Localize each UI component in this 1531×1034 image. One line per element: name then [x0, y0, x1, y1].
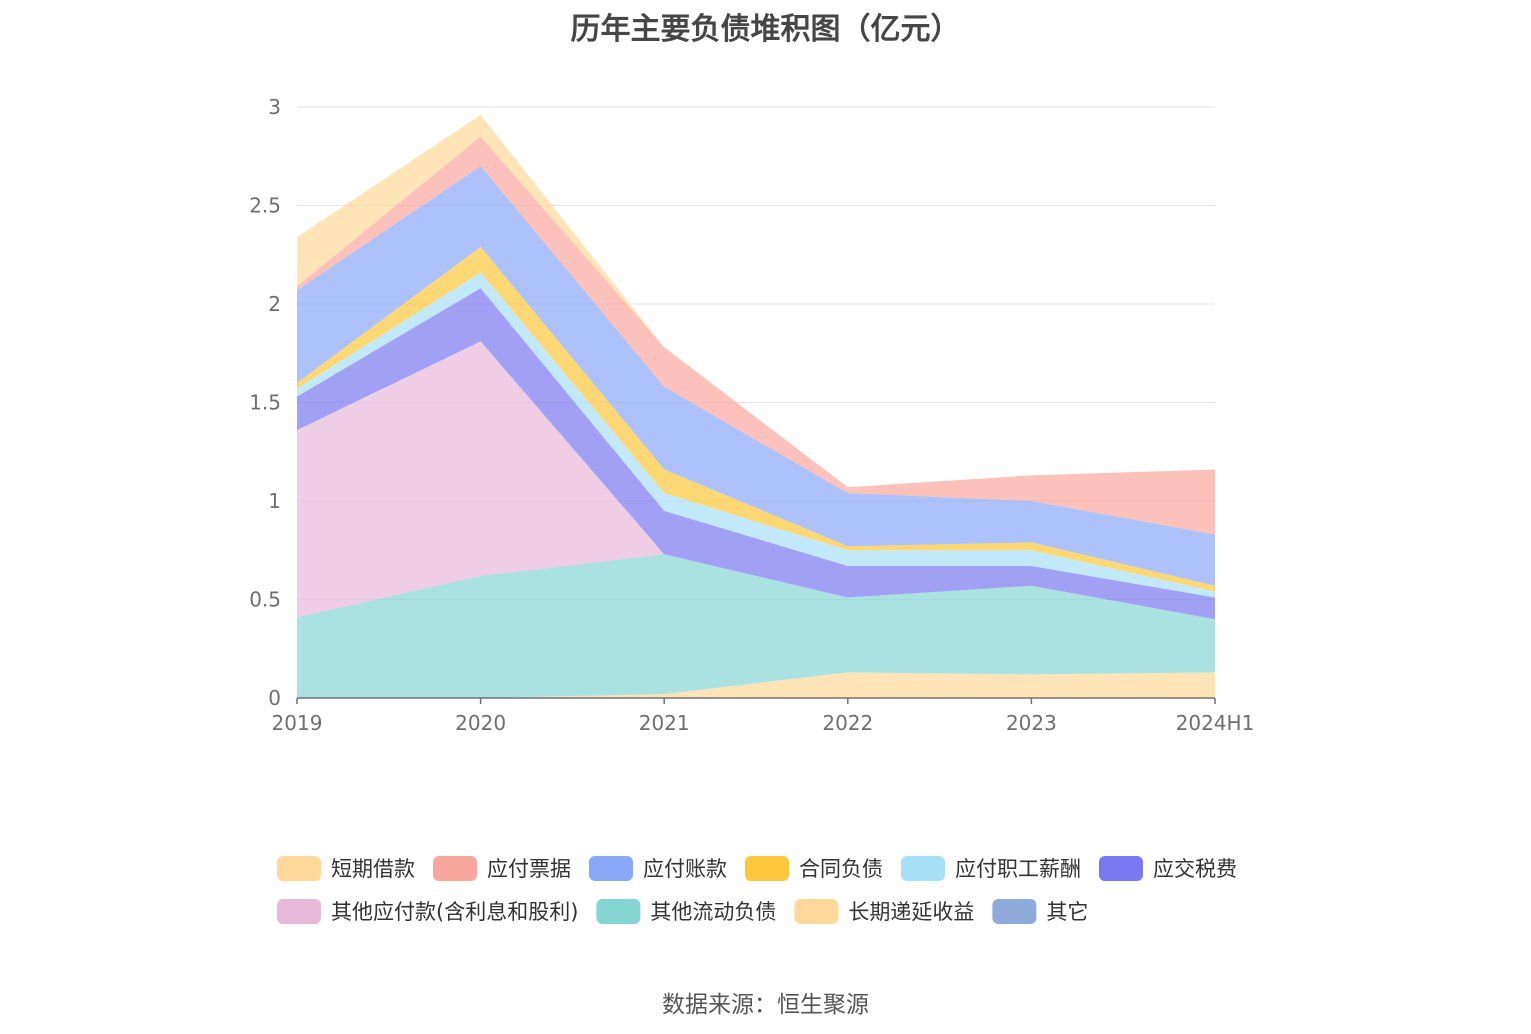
legend-item[interactable]: 短期借款: [277, 856, 415, 881]
x-tick-label: 2023: [1006, 711, 1057, 735]
legend-label: 应付票据: [487, 857, 571, 881]
legend-item[interactable]: 应付职工薪酬: [901, 856, 1081, 881]
x-tick-label: 2020: [455, 711, 506, 735]
legend-swatch: [277, 856, 321, 881]
legend-swatch: [794, 899, 839, 924]
area-应付职工薪酬[interactable]: [297, 272, 1215, 598]
legend-item[interactable]: 其他流动负债: [596, 899, 776, 924]
area-应交税费[interactable]: [297, 288, 1215, 620]
source-note: 数据来源：恒生聚源: [662, 992, 869, 1018]
legend-label: 应付职工薪酬: [955, 857, 1081, 881]
y-tick-label: 2.5: [249, 194, 281, 218]
y-tick-label: 3: [268, 95, 281, 119]
y-tick-label: 1: [268, 489, 281, 513]
x-tick-label: 2019: [272, 711, 323, 735]
legend-swatch: [433, 856, 477, 881]
legend-item[interactable]: 长期递延收益: [794, 899, 974, 924]
legend-item[interactable]: 应交税费: [1099, 856, 1237, 881]
y-tick-label: 1.5: [249, 391, 281, 415]
legend-label: 其它: [1046, 900, 1088, 924]
area-应付票据[interactable]: [297, 136, 1215, 535]
area-其他应付款(含利息和股利)[interactable]: [297, 341, 1215, 620]
area-长期递延收益[interactable]: [297, 672, 1215, 698]
legend-label: 合同负债: [799, 857, 883, 881]
legend-label: 其他流动负债: [650, 900, 776, 924]
legend-label: 其他应付款(含利息和股利): [331, 900, 578, 924]
axes: 0 0.5 1 1.5 2 2.5 3 2019 2020 2021 2022 2023 2024H1: [249, 95, 1254, 735]
legend-swatch: [901, 856, 945, 881]
legend-label: 应交税费: [1153, 857, 1237, 881]
legend-swatch: [596, 899, 641, 924]
area-其他流动负债[interactable]: [297, 554, 1215, 698]
area-应付账款[interactable]: [297, 166, 1215, 586]
legend-item[interactable]: 应付账款: [589, 856, 727, 881]
y-tick-label: 0: [268, 686, 281, 710]
legend-item[interactable]: 应付票据: [433, 856, 571, 881]
legend-label: 长期递延收益: [848, 900, 974, 924]
legend-item[interactable]: 合同负债: [745, 856, 883, 881]
legend-label: 应付账款: [643, 857, 727, 881]
x-tick-label: 2022: [822, 711, 873, 735]
legend-swatch: [277, 899, 321, 924]
legend-item[interactable]: 其他应付款(含利息和股利): [277, 899, 578, 924]
y-tick-label: 2: [268, 292, 281, 316]
legend-swatch: [1099, 856, 1143, 881]
y-tick-label: 0.5: [249, 588, 281, 612]
legend-swatch: [589, 856, 633, 881]
legend-swatch: [745, 856, 789, 881]
chart-title: 历年主要负债堆积图（亿元）: [570, 12, 961, 47]
legend-label: 短期借款: [331, 857, 415, 881]
legend-item[interactable]: 其它: [992, 899, 1088, 924]
legend-swatch: [992, 899, 1037, 924]
x-tick-label: 2021: [639, 711, 690, 735]
x-tick-label: 2024H1: [1176, 711, 1255, 735]
area-series: [297, 114, 1215, 698]
